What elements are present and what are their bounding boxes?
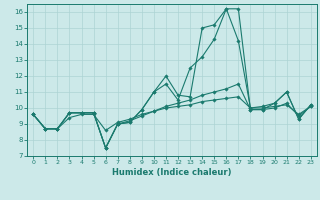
X-axis label: Humidex (Indice chaleur): Humidex (Indice chaleur) — [112, 168, 232, 177]
